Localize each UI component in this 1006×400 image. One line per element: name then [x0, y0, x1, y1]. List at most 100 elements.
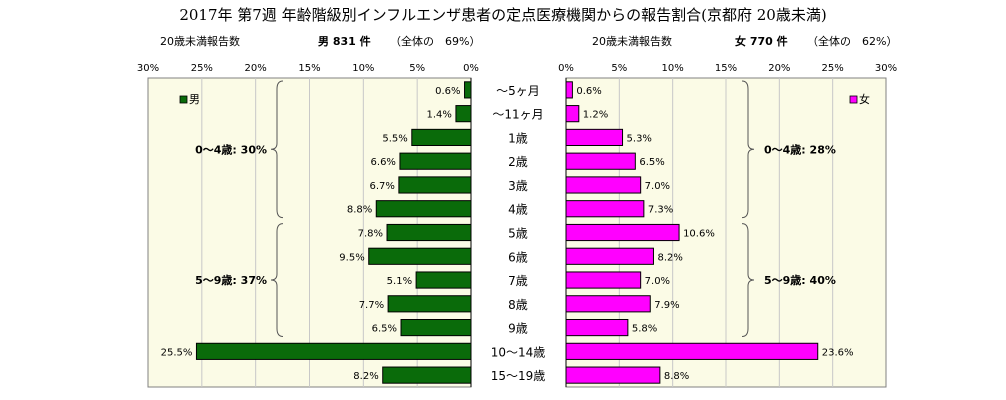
male-group-label: 5～9歳: 37% — [195, 273, 267, 287]
age-category-label: ～11ヶ月 — [492, 108, 543, 122]
age-category-label: 3歳 — [508, 179, 528, 193]
male-value-label: 9.5% — [339, 252, 364, 263]
male-group-label: 0～4歳: 30% — [195, 142, 267, 156]
male-bar — [411, 128, 472, 147]
female-bar — [565, 318, 629, 337]
male-legend-swatch — [179, 95, 188, 104]
male-value-label: 6.6% — [371, 157, 396, 168]
male-value-label: 6.5% — [372, 324, 397, 335]
left-tick-label: 10% — [352, 63, 374, 74]
female-value-label: 8.2% — [657, 252, 682, 263]
female-bar — [565, 223, 680, 242]
male-bar — [398, 176, 472, 194]
right-tick-label: 5% — [611, 63, 627, 74]
left-tick-label: 30% — [137, 63, 159, 74]
age-category-label: 15～19歳 — [491, 369, 546, 383]
female-value-label: 7.0% — [645, 181, 670, 192]
female-value-label: 7.3% — [648, 205, 673, 216]
male-value-label: 25.5% — [161, 347, 193, 358]
left-tick-label: 5% — [409, 63, 425, 74]
female-value-label: 23.6% — [822, 347, 854, 358]
female-bar — [565, 81, 573, 99]
female-count-label: 20歳未満報告数 — [592, 35, 672, 48]
male-value-label: 1.4% — [427, 110, 452, 121]
male-bar — [415, 271, 472, 289]
female-bar — [565, 247, 654, 265]
female-summary: 女 770 件 — [735, 34, 788, 48]
right-group-brace — [741, 223, 755, 337]
male-panel: 0% 5% 10% 15% 20% 25% 30% 0.6% 1.4% 5.5% 6.6% 6.7% 8… — [137, 63, 479, 388]
female-value-label: 1.2% — [583, 110, 608, 121]
female-value-label: 10.6% — [683, 229, 715, 240]
female-value-label: 0.6% — [576, 86, 601, 97]
right-tick-label: 25% — [822, 63, 844, 74]
male-bar — [382, 366, 472, 384]
age-category-label: 8歳 — [508, 298, 528, 312]
female-group-label: 5～9歳: 40% — [764, 273, 836, 287]
male-bar — [387, 295, 472, 313]
left-tick-label: 15% — [298, 63, 320, 74]
male-value-label: 8.8% — [347, 205, 372, 216]
female-value-label: 5.3% — [627, 133, 652, 144]
age-category-label: 7歳 — [508, 274, 528, 288]
right-tick-label: 30% — [875, 63, 897, 74]
age-category-labels: ～5ヶ月 ～11ヶ月 1歳 2歳 3歳 4歳 5歳 6歳 7歳 8歳 9歳 10～14歳 15～19歳 — [491, 84, 546, 383]
male-bar — [464, 81, 472, 99]
chart-title: 2017年 第7週 年齢階級別インフルエンザ患者の定点医療機関からの報告割合(京… — [179, 6, 826, 24]
female-value-label: 7.0% — [645, 276, 670, 287]
male-value-label: 5.5% — [382, 133, 407, 144]
male-bar — [455, 105, 472, 123]
right-tick-label: 10% — [662, 63, 684, 74]
female-bar — [565, 366, 661, 384]
female-group-label: 0～4歳: 28% — [764, 142, 836, 156]
female-bar — [565, 105, 580, 123]
male-value-label: 6.7% — [369, 181, 394, 192]
male-bar — [400, 318, 472, 337]
right-tick-label: 0% — [558, 63, 574, 74]
female-value-label: 6.5% — [639, 157, 664, 168]
age-category-label: 5歳 — [508, 227, 528, 241]
male-value-label: 0.6% — [435, 86, 460, 97]
female-legend-label: 女 — [859, 92, 870, 106]
left-tick-label: 25% — [191, 63, 213, 74]
right-group-brace — [741, 80, 755, 219]
left-group-brace — [270, 223, 284, 337]
male-legend-label: 男 — [189, 93, 200, 106]
female-panel: 0% 5% 10% 15% 20% 25% 30% 0.6% 1.2% 5.3% 6.5% 7.0% 7… — [558, 63, 897, 388]
right-tick-label: 15% — [715, 63, 737, 74]
male-value-label: 8.2% — [353, 371, 378, 382]
age-category-label: 1歳 — [508, 131, 528, 145]
female-bar — [565, 152, 636, 170]
left-tick-label: 20% — [245, 63, 267, 74]
male-value-label: 5.1% — [387, 276, 412, 287]
female-value-label: 5.8% — [632, 324, 657, 335]
male-bar — [386, 223, 472, 242]
age-category-label: ～5ヶ月 — [496, 84, 540, 98]
left-group-brace — [270, 80, 284, 219]
male-bar — [195, 342, 472, 360]
female-bar — [565, 271, 642, 289]
female-share: （全体の 62%） — [807, 34, 897, 48]
male-summary: 男 831 件 — [318, 34, 371, 48]
left-tick-label: 0% — [463, 63, 479, 74]
age-category-label: 2歳 — [508, 155, 528, 169]
right-tick-label: 20% — [768, 63, 790, 74]
age-category-label: 9歳 — [508, 322, 528, 336]
female-bar — [565, 342, 819, 360]
male-value-label: 7.8% — [358, 229, 383, 240]
male-value-label: 7.7% — [359, 300, 384, 311]
male-bar — [399, 152, 472, 170]
female-legend-swatch — [849, 95, 858, 104]
age-category-label: 6歳 — [508, 250, 528, 264]
female-bar — [565, 176, 642, 194]
female-value-label: 8.8% — [664, 371, 689, 382]
male-bar — [375, 200, 472, 218]
female-value-label: 7.9% — [654, 300, 679, 311]
male-bar — [368, 247, 472, 265]
male-count-label: 20歳未満報告数 — [160, 35, 240, 48]
age-category-label: 4歳 — [508, 203, 528, 217]
female-bar — [565, 295, 651, 313]
age-category-label: 10～14歳 — [491, 345, 546, 359]
